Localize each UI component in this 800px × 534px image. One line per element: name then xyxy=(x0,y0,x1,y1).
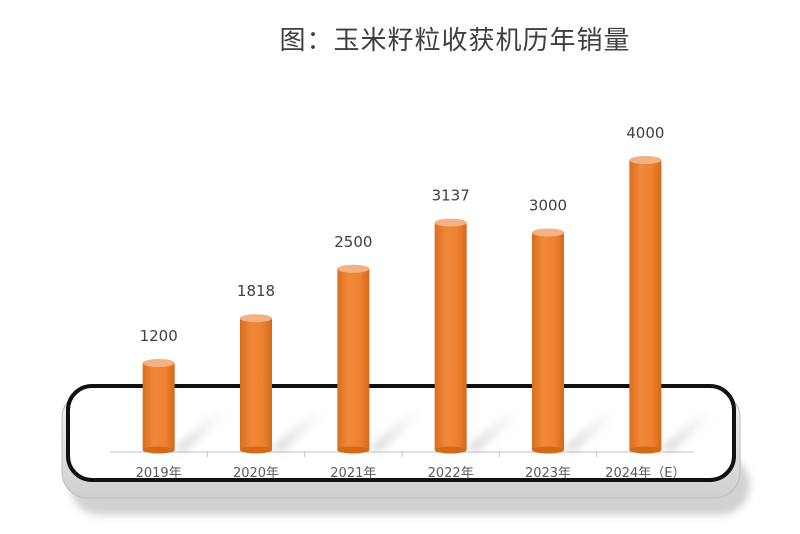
category-label: 2024年（E） xyxy=(605,466,685,481)
bar xyxy=(629,160,662,450)
bar-top xyxy=(337,264,370,273)
chart-title: 图：玉米籽粒收获机历年销量 xyxy=(279,26,631,56)
bar-base xyxy=(337,446,370,454)
bar-base xyxy=(434,446,467,454)
bar xyxy=(142,363,175,450)
bar-top xyxy=(142,359,175,367)
bar-shadow xyxy=(466,410,522,452)
data-label: 2500 xyxy=(334,233,372,251)
bar-group: 1200 2019年 xyxy=(136,327,230,481)
data-label: 3000 xyxy=(529,197,567,215)
bar-shadow xyxy=(272,410,327,452)
bar-group: 2500 2021年 xyxy=(330,233,425,481)
category-label: 2019年 xyxy=(136,466,182,481)
bar-base xyxy=(240,446,272,454)
data-label: 1818 xyxy=(237,282,275,300)
platform xyxy=(61,384,750,515)
data-label: 4000 xyxy=(626,124,664,142)
bar xyxy=(434,222,467,450)
bar-top xyxy=(240,314,272,323)
bar-top xyxy=(532,228,564,237)
category-label: 2023年 xyxy=(525,466,571,481)
bar-top xyxy=(434,218,467,227)
category-label: 2021年 xyxy=(330,466,376,481)
category-label: 2020年 xyxy=(233,466,279,481)
bar xyxy=(337,268,370,450)
bar-shadow xyxy=(661,410,717,452)
bar-group: 1818 2020年 xyxy=(233,282,327,481)
bar-top xyxy=(629,156,662,164)
data-label: 1200 xyxy=(140,327,178,345)
bar-shadow xyxy=(369,410,425,452)
bar-group: 4000 2024年（E） xyxy=(605,124,717,481)
bar xyxy=(532,232,564,450)
bars-layer: 1200 2019年 1818 2020年 2500 2021年 3137 2022年 3000… xyxy=(136,124,717,481)
bar xyxy=(240,318,272,450)
bar-shadow xyxy=(174,410,230,452)
bar-base xyxy=(142,446,175,454)
category-label: 2022年 xyxy=(428,466,474,481)
bar-shadow xyxy=(564,410,619,452)
bar-group: 3000 2023年 xyxy=(525,197,619,481)
bar-base xyxy=(629,446,662,454)
bar-base xyxy=(532,446,564,454)
data-label: 3137 xyxy=(432,187,470,205)
bar-group: 3137 2022年 xyxy=(428,187,522,481)
